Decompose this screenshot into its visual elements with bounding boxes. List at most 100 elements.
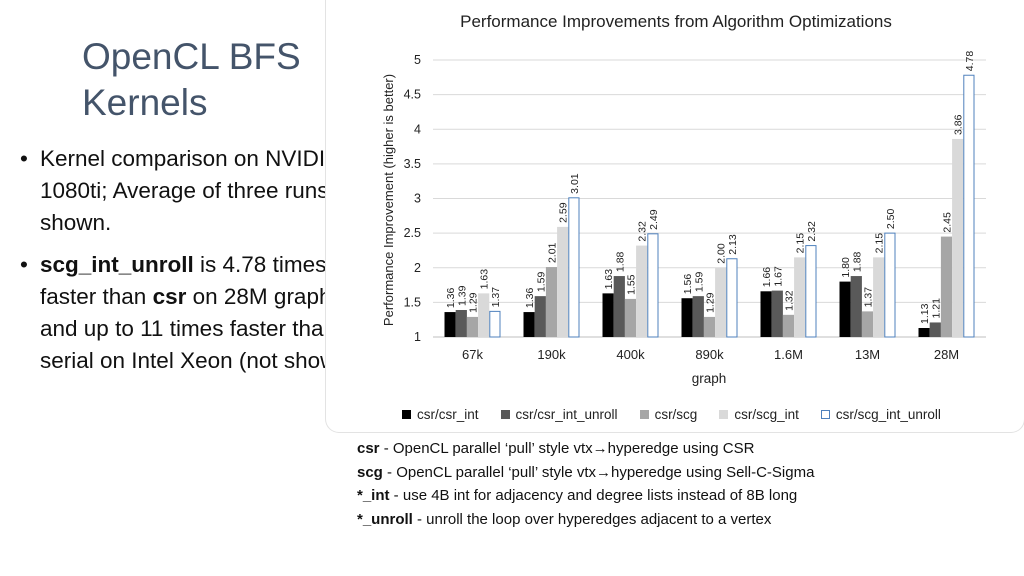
- bullet-dot: •: [20, 252, 28, 277]
- data-label: 1.59: [693, 272, 705, 293]
- data-label: 1.21: [930, 298, 942, 319]
- bullet-dot: •: [20, 146, 28, 171]
- bullet-item: • scg_int_unroll is 4.78 times faster th…: [20, 249, 360, 377]
- legend-item: csr/scg: [639, 407, 698, 422]
- chart-card: Performance Improvements from Algorithm …: [325, 0, 1024, 433]
- data-label: 2.49: [648, 209, 660, 230]
- y-axis-label: Performance Improvement (higher is bette…: [381, 74, 396, 326]
- data-label: 1.59: [535, 272, 547, 293]
- legend-swatch: [719, 410, 729, 419]
- definition-term: csr: [357, 440, 380, 457]
- data-label: 1.88: [851, 251, 863, 272]
- bar: [839, 281, 851, 337]
- x-tick-label: 1.6M: [774, 347, 803, 362]
- data-label: 1.13: [919, 303, 931, 324]
- data-label: 3.01: [569, 173, 581, 194]
- bar: [613, 276, 625, 337]
- x-tick-label: 190k: [537, 347, 566, 362]
- data-label: 1.32: [784, 290, 796, 311]
- data-label: 1.29: [468, 292, 480, 313]
- data-label: 2.15: [874, 233, 886, 254]
- data-label: 1.67: [772, 266, 784, 287]
- data-label: 1.63: [479, 269, 491, 290]
- y-tick-label: 5: [414, 53, 421, 67]
- bar: [884, 232, 896, 338]
- data-label: 1.55: [626, 274, 638, 295]
- data-label: 1.63: [603, 269, 615, 290]
- x-tick-label: 13M: [855, 347, 880, 362]
- definitions-list: csr - OpenCL parallel ‘pull’ style vtx→h…: [357, 437, 997, 531]
- data-label: 2.15: [795, 233, 807, 254]
- bar: [929, 322, 941, 337]
- bar: [523, 312, 535, 337]
- data-label: 2.00: [716, 243, 728, 264]
- y-tick-label: 1.5: [404, 295, 421, 309]
- data-label: 1.29: [705, 292, 717, 313]
- bar: [861, 311, 874, 337]
- data-label: 1.56: [682, 274, 694, 295]
- bar: [940, 236, 953, 337]
- y-tick-label: 3: [414, 192, 421, 206]
- bar: [681, 298, 693, 337]
- legend-label: csr/scg: [654, 407, 698, 422]
- bar: [873, 257, 885, 337]
- bar: [444, 312, 456, 337]
- bar: [963, 74, 975, 338]
- data-label: 2.01: [547, 242, 559, 263]
- legend-swatch: [402, 410, 411, 419]
- bar: [647, 233, 659, 338]
- bar: [557, 226, 569, 337]
- data-label: 3.86: [953, 114, 965, 135]
- legend-swatch: [820, 410, 830, 419]
- x-tick-label: 400k: [616, 347, 645, 362]
- bar: [568, 197, 580, 338]
- x-tick-label: 890k: [695, 347, 724, 362]
- data-label: 1.88: [614, 251, 626, 272]
- y-tick-label: 4: [414, 122, 421, 136]
- bullet-bold-term: scg_int_unroll: [40, 252, 194, 277]
- definition-line: *_int - use 4B int for adjacency and deg…: [357, 484, 997, 508]
- legend-item: csr/csr_int: [402, 407, 479, 422]
- data-label: 2.13: [727, 234, 739, 255]
- data-label: 1.80: [840, 257, 852, 278]
- bar: [715, 267, 727, 337]
- y-tick-label: 3.5: [404, 157, 421, 171]
- bar: [692, 296, 704, 337]
- bar: [489, 310, 501, 338]
- data-label: 2.32: [806, 221, 818, 242]
- bullet-text: Kernel comparison on NVIDIA 1080ti; Aver…: [40, 146, 339, 235]
- bar: [771, 290, 783, 337]
- legend-swatch: [500, 410, 510, 419]
- x-tick-label: 67k: [462, 347, 483, 362]
- bar: [952, 138, 964, 337]
- legend-item: csr/scg_int: [719, 407, 799, 422]
- definition-text: - unroll the loop over hyperedges adjace…: [412, 510, 772, 528]
- legend-label: csr/csr_int_unroll: [515, 407, 618, 422]
- definition-text: - OpenCL parallel ‘pull’ style vtx→hyper…: [379, 440, 755, 457]
- definition-line: csr - OpenCL parallel ‘pull’ style vtx→h…: [357, 437, 997, 461]
- definition-text: - use 4B int for adjacency and degree li…: [389, 487, 798, 504]
- chart-title: Performance Improvements from Algorithm …: [460, 12, 892, 31]
- legend-label: csr/csr_int: [417, 407, 479, 422]
- definition-term: *_int: [357, 487, 390, 504]
- bar: [782, 314, 795, 337]
- definition-text: - OpenCL parallel ‘pull’ style vtx→hyper…: [382, 463, 815, 481]
- y-tick-label: 1: [414, 330, 421, 344]
- bar: [805, 245, 817, 338]
- data-label: 1.39: [456, 285, 468, 306]
- legend-label: csr/scg_int_unroll: [835, 407, 941, 422]
- y-tick-label: 2.5: [404, 226, 421, 240]
- bar: [636, 245, 648, 337]
- data-label: 4.78: [964, 51, 976, 72]
- legend-label: csr/scg_int: [734, 407, 799, 422]
- bullet-bold-term: csr: [152, 284, 187, 309]
- data-label: 1.37: [863, 287, 875, 308]
- bullet-text: is 4.78 times faster than: [40, 252, 327, 309]
- bar: [602, 293, 614, 337]
- data-label: 2.45: [942, 212, 954, 233]
- bar: [478, 293, 490, 337]
- legend-item: csr/csr_int_unroll: [500, 407, 618, 422]
- x-tick-label: 28M: [934, 347, 959, 362]
- bar: [726, 258, 738, 338]
- chart-legend: csr/csr_int csr/csr_int_unroll csr/scg c…: [402, 407, 941, 422]
